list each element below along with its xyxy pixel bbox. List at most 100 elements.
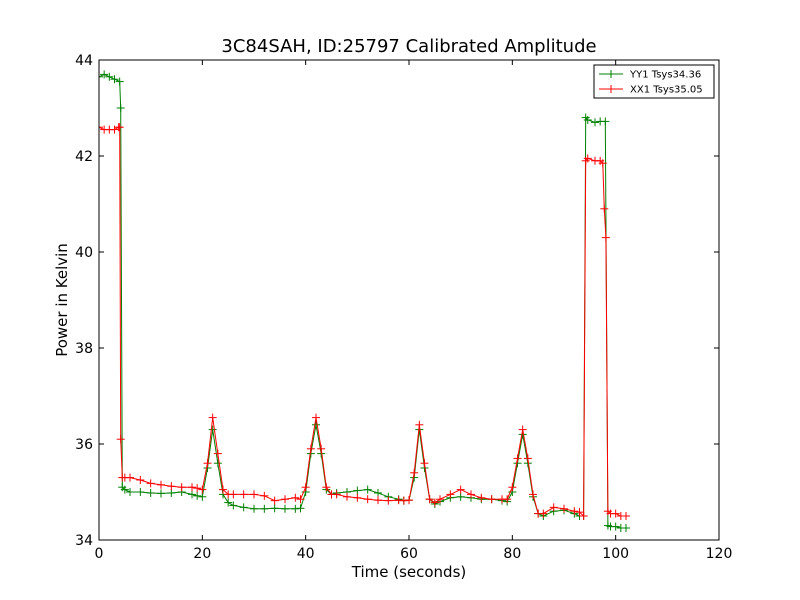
data-point <box>425 495 434 504</box>
data-point <box>415 420 424 429</box>
data-point <box>539 509 548 518</box>
data-point <box>312 420 320 429</box>
data-point <box>115 123 124 132</box>
data-point <box>583 154 592 163</box>
data-point <box>250 504 258 513</box>
data-point <box>436 495 444 504</box>
data-point <box>224 498 233 507</box>
x-tick-label: 40 <box>297 546 315 562</box>
data-point <box>560 504 568 513</box>
data-point <box>270 504 279 513</box>
data-point <box>193 491 202 500</box>
legend-box <box>593 64 715 99</box>
data-point <box>353 486 362 495</box>
data-point <box>622 512 630 520</box>
data-point <box>322 483 331 492</box>
data-point <box>281 495 289 504</box>
data-point <box>575 508 584 517</box>
data-point <box>508 483 517 492</box>
x-tick-label: 120 <box>706 546 733 562</box>
data-point <box>456 485 465 494</box>
data-point <box>260 491 269 500</box>
y-tick-label: 40 <box>75 245 93 261</box>
data-point <box>208 425 217 434</box>
data-point <box>312 413 320 422</box>
y-tick-label: 44 <box>75 53 93 69</box>
plot-area <box>99 70 630 532</box>
legend-entry: XX1 Tsys35.05 <box>599 85 703 96</box>
x-tick-label: 60 <box>400 546 418 562</box>
data-point <box>503 495 512 504</box>
data-point <box>213 459 222 468</box>
data-point <box>446 490 455 499</box>
data-point <box>343 492 351 501</box>
data-point <box>549 503 558 512</box>
data-point <box>296 495 305 504</box>
x-axis-label: Time (seconds) <box>351 563 467 581</box>
data-point <box>198 485 207 494</box>
data-point <box>219 485 227 494</box>
y-tick-label: 38 <box>75 341 93 357</box>
data-point <box>229 501 238 510</box>
legend-entry: YY1 Tsys34.36 <box>599 70 701 81</box>
data-point <box>281 504 289 513</box>
legend: YY1 Tsys34.36 XX1 Tsys35.05 <box>593 64 715 99</box>
x-tick-label: 20 <box>193 546 211 562</box>
data-point <box>167 482 176 491</box>
data-point <box>374 488 382 497</box>
y-tick-label: 34 <box>75 533 93 549</box>
data-point <box>126 473 134 482</box>
data-point <box>363 485 372 494</box>
data-point <box>456 492 465 501</box>
data-point <box>167 488 176 497</box>
data-point <box>146 488 155 497</box>
data-point <box>301 483 310 492</box>
data-point <box>203 459 212 468</box>
data-point <box>146 479 155 488</box>
data-point <box>591 118 599 127</box>
data-point <box>239 503 248 512</box>
data-point <box>622 524 630 532</box>
data-point <box>579 512 588 520</box>
y-tick-label: 42 <box>75 149 93 165</box>
data-point <box>487 495 496 504</box>
data-point <box>317 444 326 453</box>
data-point <box>260 504 269 513</box>
chart-title: 3C84SAH, ID:25797 Calibrated Amplitude <box>221 36 596 57</box>
data-point <box>110 75 119 84</box>
data-point <box>188 490 196 499</box>
data-point <box>374 496 382 505</box>
data-point <box>523 454 532 463</box>
x-tick-label: 80 <box>503 546 521 562</box>
y-tick-label: 36 <box>75 437 93 453</box>
data-point <box>116 104 125 112</box>
data-point <box>611 509 620 518</box>
data-point <box>120 485 129 494</box>
data-point <box>601 233 610 242</box>
data-point <box>188 483 196 492</box>
data-point <box>208 413 217 422</box>
data-point <box>198 492 207 501</box>
data-point <box>239 490 248 499</box>
axis-ticks: 0 20 40 60 80 100 120 34 36 38 40 42 44 <box>75 53 732 562</box>
data-point <box>513 454 522 463</box>
data-point <box>110 125 119 134</box>
data-point <box>601 117 610 126</box>
data-point <box>332 490 341 499</box>
data-point <box>193 484 202 493</box>
data-point <box>136 488 145 496</box>
data-point <box>177 483 186 492</box>
data-point <box>583 116 592 124</box>
data-point <box>570 507 579 516</box>
x-tick-label: 100 <box>602 546 629 562</box>
data-point <box>410 468 419 477</box>
data-point <box>116 435 125 444</box>
data-point <box>157 480 165 489</box>
data-point <box>126 488 134 496</box>
data-point <box>100 70 109 79</box>
data-point <box>363 495 372 504</box>
data-point <box>213 449 222 458</box>
data-point <box>99 72 103 81</box>
data-point <box>430 498 439 507</box>
